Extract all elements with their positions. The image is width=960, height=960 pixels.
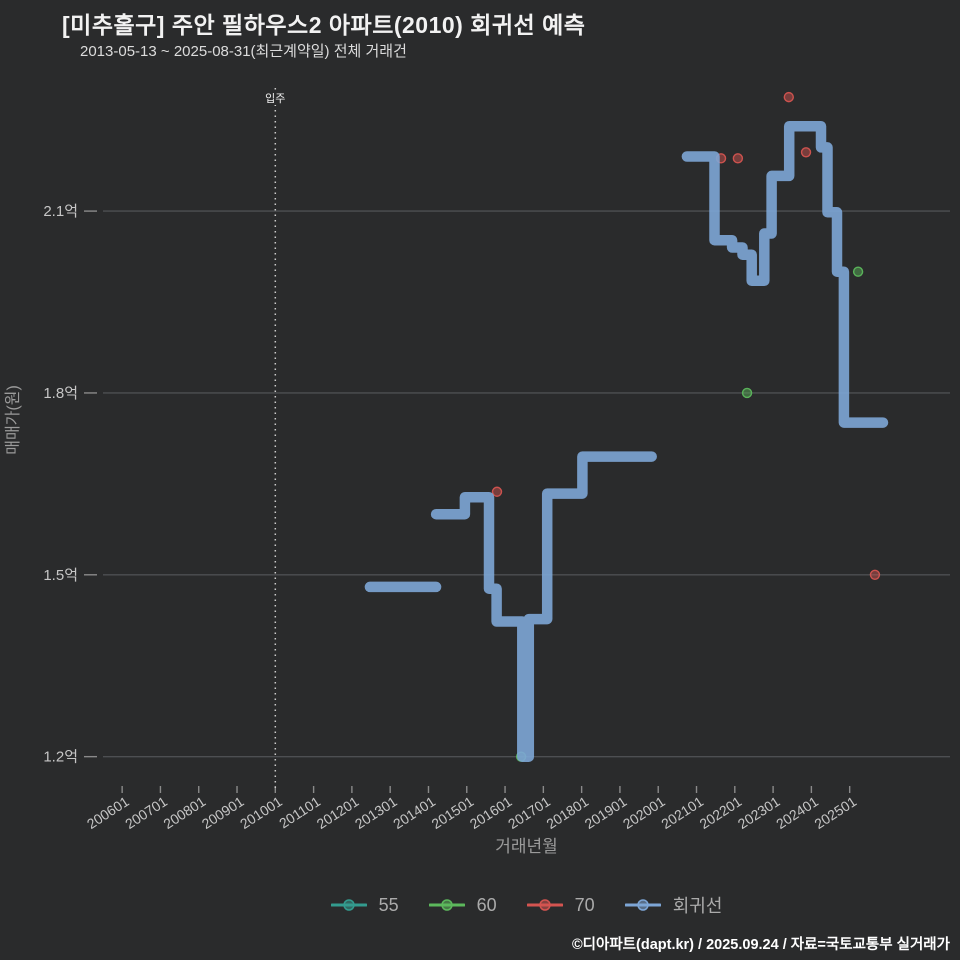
x-tick-label: 202301 [735, 793, 783, 832]
regression-line [364, 120, 889, 762]
legend-marker-icon [330, 899, 367, 911]
chart-title: [미추홀구] 주안 필하우스2 아파트(2010) 회귀선 예측 [62, 12, 586, 38]
legend-label: 55 [378, 894, 399, 915]
x-tick-label: 201001 [237, 793, 285, 832]
x-tick-label: 201901 [582, 793, 630, 832]
x-tick-label: 201801 [543, 793, 591, 832]
y-tick-label: 1.8억 [43, 385, 78, 402]
x-tick-label: 202501 [811, 793, 859, 832]
legend-label: 70 [574, 894, 595, 915]
regression-line-segment [681, 120, 889, 428]
y-tick-label: 2.1억 [43, 203, 78, 220]
data-point-70 [869, 569, 881, 581]
y-tick-label: 1.2억 [43, 749, 78, 766]
y-tick-label: 1.5억 [43, 567, 78, 584]
x-tick-label: 201601 [467, 793, 515, 832]
x-tick-label: 200701 [122, 793, 170, 832]
data-point-70 [491, 486, 503, 497]
legend-item-60[interactable]: 60 [428, 894, 497, 916]
data-point-60 [741, 387, 753, 399]
x-tick-label: 200801 [160, 793, 208, 832]
legend-item-회귀선[interactable]: 회귀선 [624, 892, 723, 918]
x-tick-label: 202401 [773, 793, 821, 832]
legend-marker-icon [526, 899, 563, 911]
x-tick-label: 201701 [505, 793, 553, 832]
chart-legend: 55 60 70 회귀선 [103, 892, 950, 918]
legend-marker-icon [428, 899, 465, 911]
y-axis-title: 매매가(원) [4, 385, 22, 455]
legend-label: 60 [476, 894, 497, 915]
annotation-label-bg [261, 92, 290, 105]
footer-credit: ©디아파트(dapt.kr) / 2025.09.24 / 자료=국토교통부 실… [571, 937, 950, 953]
x-tick-label: 201201 [314, 793, 362, 832]
x-tick-label: 201301 [352, 793, 400, 832]
x-tick-label: 201401 [390, 793, 438, 832]
x-tick-label: 202101 [658, 793, 706, 832]
x-tick-label: 201101 [276, 793, 323, 831]
x-tick-label: 202001 [620, 793, 668, 832]
x-tick-label: 200601 [84, 793, 132, 832]
legend-item-55[interactable]: 55 [330, 894, 399, 916]
data-point-70 [732, 153, 744, 164]
y-axis: 1.2억 1.5억 1.8억 2.1억 [43, 203, 950, 766]
x-axis-title: 거래년월 [495, 837, 558, 856]
chart-subtitle: 2013-05-13 ~ 2025-08-31(최근계약일) 전체 거래건 [80, 43, 407, 60]
scatter-series-60 [515, 266, 864, 762]
x-tick-label: 202201 [697, 793, 745, 832]
annotation-label: 입주 [265, 92, 285, 105]
annotation-move-in-line: 입주 [261, 88, 290, 790]
legend-label: 회귀선 [672, 896, 723, 916]
legend-item-70[interactable]: 70 [526, 894, 595, 916]
data-point-70 [783, 91, 794, 103]
x-tick-label: 200901 [199, 793, 247, 832]
x-axis: 2006012007012008012009012010012011012012… [84, 786, 859, 832]
x-tick-label: 201501 [429, 793, 477, 832]
data-point-70 [800, 147, 812, 158]
regression-line-segment [430, 451, 657, 762]
data-point-60 [852, 266, 864, 277]
legend-marker-icon [624, 899, 661, 911]
